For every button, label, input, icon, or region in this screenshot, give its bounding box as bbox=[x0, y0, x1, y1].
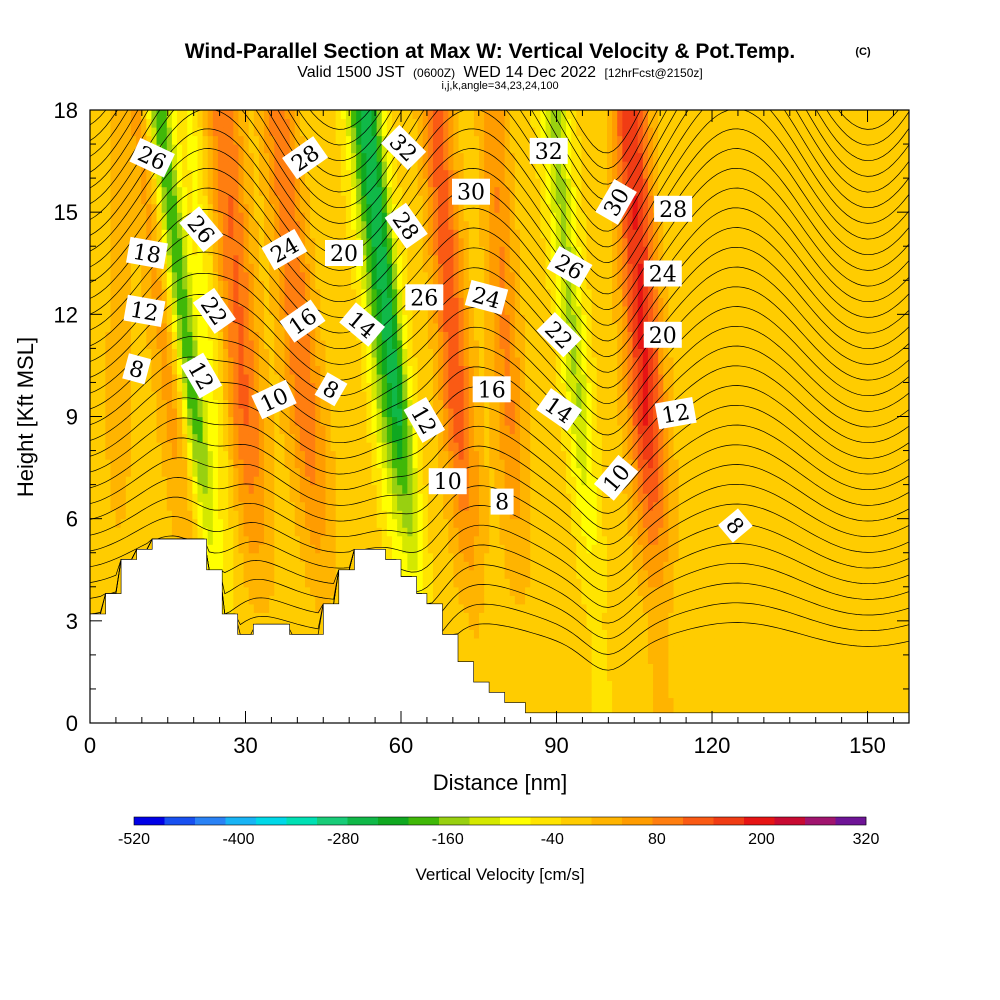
x-tick-label: 60 bbox=[389, 733, 413, 758]
potential-temperature-contours bbox=[90, 110, 909, 671]
contour-label: 10 bbox=[428, 468, 467, 495]
contour-label-text: 20 bbox=[330, 242, 358, 267]
terrain-mask bbox=[90, 538, 909, 723]
colorbar-label: 200 bbox=[748, 831, 775, 848]
valid-date: WED 14 Dec 2022 bbox=[464, 64, 597, 81]
contour-label-text: 8 bbox=[126, 356, 146, 384]
contour-label-text: 18 bbox=[131, 240, 163, 269]
contour-label: 30 bbox=[452, 178, 490, 206]
colorbar-swatch bbox=[500, 817, 531, 825]
colorbar-swatch bbox=[835, 817, 867, 825]
contour-label-text: 12 bbox=[660, 400, 692, 429]
contour-label: 24 bbox=[643, 260, 682, 288]
colorbar-swatch bbox=[317, 817, 348, 825]
colorbar-label: -280 bbox=[327, 831, 359, 848]
colorbar-swatch bbox=[286, 817, 318, 825]
colorbar-swatch bbox=[683, 817, 714, 825]
colorbar-swatch bbox=[805, 817, 836, 825]
contour-label: 8 bbox=[122, 353, 152, 385]
colorbar-swatch bbox=[164, 817, 196, 825]
colorbar-swatch bbox=[439, 817, 470, 825]
colorbar-swatch bbox=[744, 817, 775, 825]
contour-label: 20 bbox=[325, 240, 363, 267]
copyright-mark: (C) bbox=[855, 46, 871, 58]
x-tick-label: 90 bbox=[544, 733, 568, 758]
contour-label: 32 bbox=[529, 137, 568, 165]
colorbar: -520 -400 -280 -160 -40 80 200 320 bbox=[118, 816, 880, 848]
contour-label: 14 bbox=[536, 388, 583, 432]
colorbar-label: -400 bbox=[223, 831, 255, 848]
x-tick-label: 120 bbox=[694, 733, 731, 758]
contour-label-text: 12 bbox=[128, 298, 160, 327]
valid-time: Valid 1500 JST bbox=[297, 64, 405, 81]
contour-label-text: 32 bbox=[535, 140, 563, 165]
colorbar-label: -40 bbox=[541, 831, 564, 848]
contour-label: 18 bbox=[126, 236, 168, 269]
chart-subtitle: Valid 1500 JST (0600Z) WED 14 Dec 2022 [… bbox=[297, 64, 702, 81]
colorbar-swatch bbox=[561, 817, 592, 825]
contour-label: 12 bbox=[123, 294, 166, 327]
colorbar-swatch bbox=[713, 817, 745, 825]
colorbar-label: 80 bbox=[648, 831, 666, 848]
forecast-info: [12hrFcst@2150z] bbox=[605, 66, 703, 80]
colorbar-swatch bbox=[469, 817, 501, 825]
colorbar-swatch bbox=[347, 817, 379, 825]
y-tick-label: 3 bbox=[66, 609, 78, 634]
colorbar-frame bbox=[133, 816, 867, 826]
colorbar-swatch bbox=[378, 817, 409, 825]
x-axis-label: Distance [nm] bbox=[433, 770, 568, 795]
x-tick-label: 30 bbox=[233, 733, 257, 758]
x-tick-label: 0 bbox=[84, 733, 96, 758]
contour-label: 16 bbox=[472, 376, 511, 403]
contour-label: 12 bbox=[654, 396, 697, 429]
y-tick-label: 12 bbox=[54, 302, 78, 327]
colorbar-title: Vertical Velocity [cm/s] bbox=[415, 865, 584, 884]
colorbar-swatch bbox=[530, 817, 562, 825]
colorbar-swatch bbox=[652, 817, 684, 825]
colorbar-label: 320 bbox=[853, 831, 880, 848]
contour-label-text: 8 bbox=[495, 491, 509, 516]
colorbar-swatch bbox=[256, 817, 287, 825]
contour-label-text: 28 bbox=[659, 198, 687, 223]
utc-time: (0600Z) bbox=[413, 66, 455, 80]
colorbar-swatch bbox=[774, 817, 806, 825]
y-tick-label: 6 bbox=[66, 507, 78, 532]
colorbar-swatch bbox=[622, 817, 653, 825]
contour-label-text: 10 bbox=[434, 470, 462, 495]
contour-label-text: 20 bbox=[649, 324, 677, 349]
y-tick-label: 18 bbox=[54, 98, 78, 123]
contour-label: 26 bbox=[405, 284, 444, 311]
contour-label: 8 bbox=[490, 488, 514, 516]
axes: 0 30 60 90 120 150 0 3 6 9 12 15 18 bbox=[54, 98, 909, 758]
colorbar-swatch bbox=[591, 817, 623, 825]
contour-label-text: 30 bbox=[457, 181, 485, 206]
colorbar-swatch bbox=[225, 817, 257, 825]
colorbar-label: -160 bbox=[432, 831, 464, 848]
contour-label: 20 bbox=[643, 321, 682, 349]
colorbar-swatch bbox=[195, 817, 226, 825]
y-tick-label: 15 bbox=[54, 200, 78, 225]
colorbar-label: -520 bbox=[118, 831, 150, 848]
contour-label-text: 26 bbox=[410, 286, 438, 311]
contour-label-text: 24 bbox=[649, 263, 677, 288]
colorbar-swatch bbox=[134, 817, 165, 825]
index-info: i,j,k,angle=34,23,24,100 bbox=[441, 80, 558, 92]
y-tick-label: 9 bbox=[66, 405, 78, 430]
contour-label: 28 bbox=[654, 195, 693, 223]
contour-label-text: 16 bbox=[478, 378, 506, 403]
chart-title: Wind-Parallel Section at Max W: Vertical… bbox=[185, 40, 796, 63]
y-tick-label: 0 bbox=[66, 711, 78, 736]
colorbar-swatch bbox=[408, 817, 440, 825]
y-axis-label: Height [Kft MSL] bbox=[13, 337, 38, 497]
x-tick-label: 150 bbox=[849, 733, 886, 758]
